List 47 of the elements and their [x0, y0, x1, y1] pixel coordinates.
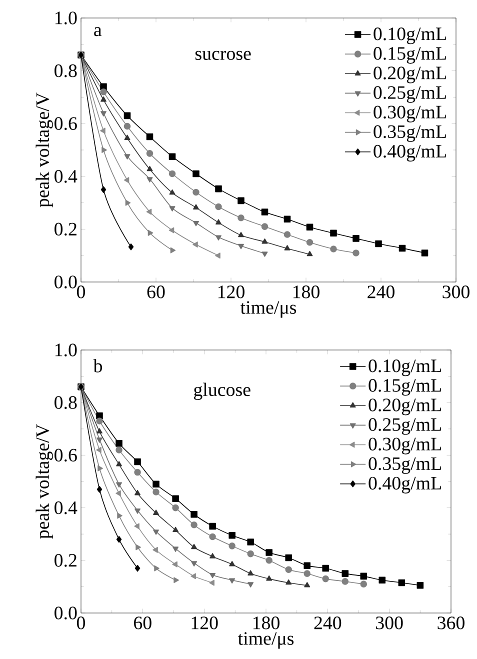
- x-tick-label: 240: [368, 286, 394, 298]
- legend-label: 0.40g/mL: [368, 476, 441, 494]
- x-axis-title: time/μs: [240, 301, 296, 318]
- x-tick-label: 300: [376, 616, 403, 630]
- y-tick-label: 0.8: [54, 396, 77, 410]
- y-tick-label: 0.2: [54, 554, 76, 567]
- legend-label: 0.20g/mL: [374, 66, 446, 84]
- x-tick-label: 60: [147, 286, 165, 298]
- legend-label: 0.30g/mL: [374, 106, 446, 122]
- annotation: b: [93, 359, 102, 372]
- legend-label: 0.10g/mL: [368, 359, 441, 376]
- y-tick-label: 0.8: [54, 64, 77, 78]
- y-tick-label: 0.0: [54, 276, 77, 288]
- x-tick-label: 60: [134, 616, 152, 630]
- y-tick-label: 1.0: [55, 344, 77, 356]
- x-tick-label: 180: [253, 616, 280, 630]
- y-tick-label: 0.4: [54, 170, 78, 183]
- x-tick-label: 300: [442, 286, 470, 298]
- legend-label: 0.15g/mL: [374, 47, 446, 64]
- legend-label: 0.10g/mL: [374, 27, 446, 44]
- y-axis-title: peak voltage/V: [36, 92, 53, 208]
- x-tick-label: 120: [218, 286, 244, 298]
- x-tick-label: 240: [314, 616, 342, 630]
- legend-label: 0.35g/mL: [374, 125, 446, 142]
- legend-label: 0.15g/mL: [368, 379, 441, 396]
- legend-label: 0.30g/mL: [368, 438, 441, 454]
- annotation: glucose: [194, 382, 250, 400]
- legend-label: 0.25g/mL: [374, 86, 446, 103]
- x-tick-label: 0: [76, 616, 85, 630]
- x-axis-title: time/μs: [238, 632, 294, 649]
- y-tick-label: 0.2: [54, 222, 76, 236]
- x-tick-label: 0: [76, 286, 85, 298]
- x-tick-label: 180: [293, 286, 320, 298]
- y-tick-label: 0.6: [54, 117, 77, 130]
- y-tick-label: 1.0: [55, 12, 77, 24]
- x-tick-label: 360: [438, 616, 464, 630]
- y-tick-label: 0.0: [54, 606, 77, 620]
- x-tick-label: 120: [192, 616, 218, 630]
- annotation: sucrose: [195, 50, 251, 60]
- legend-label: 0.35g/mL: [368, 457, 441, 474]
- legend-label: 0.25g/mL: [368, 418, 441, 435]
- legend-label: 0.20g/mL: [368, 398, 441, 416]
- y-tick-label: 0.4: [54, 501, 78, 514]
- y-axis-title: peak voltage/V: [36, 424, 53, 539]
- annotation: a: [94, 27, 102, 36]
- legend-label: 0.40g/mL: [374, 144, 446, 162]
- y-tick-label: 0.6: [54, 448, 77, 462]
